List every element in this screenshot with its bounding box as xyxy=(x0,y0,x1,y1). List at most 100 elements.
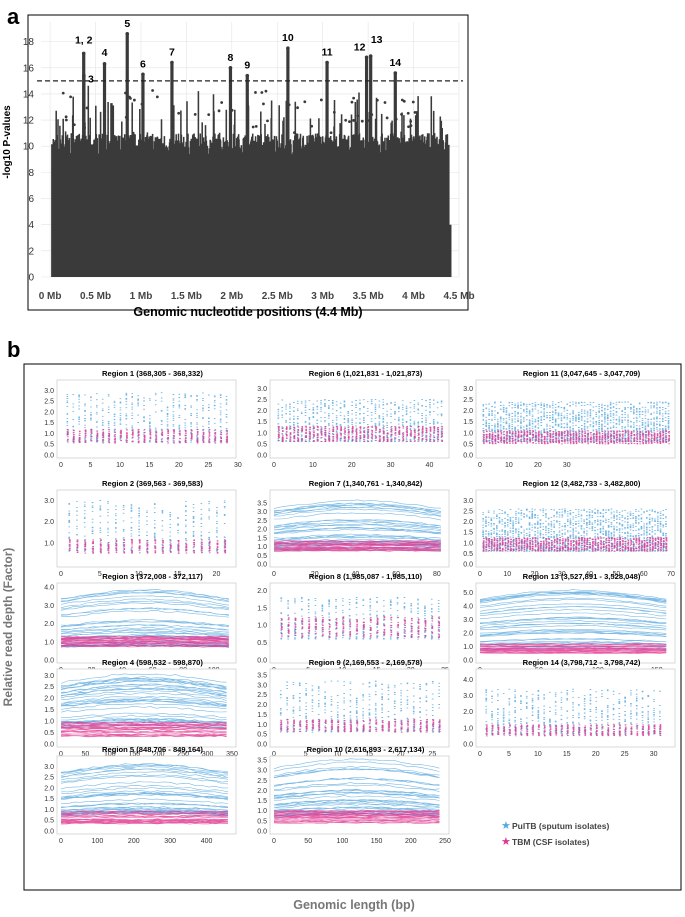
region-y-tick-label: 1.5 xyxy=(44,707,54,714)
region-y-tick-label: 1.0 xyxy=(463,540,473,547)
region-y-tick-label: 1.5 xyxy=(257,712,267,719)
region-plot: Region 3 (372,008 - 372,117) 0.0 1.0 2.0 3.0… xyxy=(44,572,237,674)
manhattan-points xyxy=(51,31,452,278)
read-depth-x-label: Genomic length (bp) xyxy=(293,898,415,912)
region-y-tick-label: 0.5 xyxy=(463,551,473,558)
outlier-point xyxy=(352,119,355,122)
region-y-tick-label: 3.0 xyxy=(463,693,473,700)
manhattan-y-label: -log10 P-values xyxy=(2,105,13,179)
peak-label: 12 xyxy=(354,41,366,53)
region-x-tick-label: 5 xyxy=(507,751,511,758)
region-y-tick-label: 0.0 xyxy=(44,829,54,836)
outlier-point xyxy=(85,106,89,110)
region-title: Region 11 (3,047,645 - 3,047,709) xyxy=(523,369,641,378)
tbm-read-depth xyxy=(273,540,441,552)
region-y-tick-label: 5.0 xyxy=(463,590,473,597)
region-y-tick-label: 1.0 xyxy=(44,540,54,547)
region-title: Region 1 (368,305 - 368,332) xyxy=(102,369,203,378)
outlier-point xyxy=(310,124,314,128)
region-y-tick-label: 2.0 xyxy=(463,709,473,716)
peak-column xyxy=(125,33,129,278)
peak-label: 8 xyxy=(228,52,234,64)
region-y-tick-label: 3.5 xyxy=(257,500,267,507)
region-x-tick-label: 5 xyxy=(89,462,93,469)
peak-column xyxy=(141,74,145,277)
region-x-tick-label: 0 xyxy=(59,571,63,578)
region-y-tick-label: 1.0 xyxy=(257,808,267,815)
region-x-tick-label: 15 xyxy=(563,751,571,758)
outlier-point xyxy=(193,112,197,116)
region-x-tick-label: 0 xyxy=(478,751,482,758)
region-frame xyxy=(475,489,676,568)
region-frame xyxy=(475,668,676,748)
region-x-tick-label: 100 xyxy=(92,838,104,845)
region-y-tick-label: 2.0 xyxy=(257,588,267,595)
region-y-tick-label: 0.0 xyxy=(44,658,54,665)
manhattan-axes: 0 2 4 6 8 10 12 14 16 18 0 Mb 0.5 Mb 1 Mb 1.5 Mb 2 Mb 2… xyxy=(23,37,475,302)
outlier-point xyxy=(356,114,360,118)
region-x-tick-label: 15 xyxy=(174,571,182,578)
peak-point xyxy=(102,62,107,66)
outlier-point xyxy=(132,98,136,102)
region-x-tick-label: 25 xyxy=(621,751,629,758)
peak-label: 9 xyxy=(244,60,250,72)
region-y-tick-label: 2.0 xyxy=(463,519,473,526)
region-plot: Region 6 (1,021,831 - 1,021,873) 0.0 0.5 1.… xyxy=(257,369,450,469)
region-y-tick-label: 1.0 xyxy=(463,430,473,437)
region-title: Region 6 (1,021,831 - 1,021,873) xyxy=(309,369,423,378)
outlier-point xyxy=(413,110,417,114)
region-x-tick-label: 10 xyxy=(505,462,513,469)
read-depth-panels: Region 1 (368,305 - 368,332) 0.0 0.5 1.0 1.5… xyxy=(1,363,682,912)
region-x-tick-label: 30 xyxy=(650,751,658,758)
region-y-tick-label: 0.5 xyxy=(257,553,267,560)
outlier-point xyxy=(217,109,221,113)
region-x-tick-label: 10 xyxy=(309,462,317,469)
region-x-tick-label: 0 xyxy=(272,751,276,758)
peak-label: 3 xyxy=(88,74,94,86)
region-y-tick-label: 0.5 xyxy=(463,441,473,448)
peak-point xyxy=(325,60,329,65)
region-y-tick-label: 0.5 xyxy=(44,442,54,449)
y-tick-label: 10 xyxy=(23,142,35,153)
region-y-tick-label: 2.5 xyxy=(463,397,473,404)
peak-column xyxy=(286,48,290,278)
peak-label: 11 xyxy=(322,47,333,59)
region-frame xyxy=(269,668,450,748)
tbm-read-depth xyxy=(479,643,667,654)
tbm-read-depth xyxy=(60,635,229,648)
tbm-read-depth xyxy=(67,428,229,444)
outlier-point xyxy=(383,101,387,104)
y-tick-label: 12 xyxy=(23,116,35,127)
read-depth-y-label: Relative read depth (Factor) xyxy=(1,548,15,707)
tbm-read-depth xyxy=(68,539,227,554)
region-y-tick-label: 1.5 xyxy=(44,796,54,803)
region-plot: Region 1 (368,305 - 368,332) 0.0 0.5 1.0 1.5… xyxy=(44,369,242,469)
tbm-read-depth xyxy=(60,721,227,738)
region-y-tick-label: 0.0 xyxy=(44,453,54,460)
x-tick-label: 2.5 Mb xyxy=(262,291,293,302)
y-tick-label: 6 xyxy=(28,194,34,205)
region-frame xyxy=(269,489,450,568)
outlier-point xyxy=(348,120,351,124)
peak-label: 7 xyxy=(169,47,175,59)
region-y-tick-label: 0.5 xyxy=(44,818,54,825)
region-x-tick-label: 50 xyxy=(304,838,312,845)
region-x-tick-label: 400 xyxy=(201,838,213,845)
tbm-read-depth xyxy=(483,430,671,445)
outlier-point xyxy=(207,113,211,116)
region-x-tick-label: 15 xyxy=(146,462,154,469)
region-x-tick-label: 150 xyxy=(128,751,140,758)
region-y-tick-label: 3.0 xyxy=(44,388,54,395)
peak-column xyxy=(393,73,397,277)
region-y-tick-label: 1.0 xyxy=(257,430,267,437)
tbm-read-depth xyxy=(278,425,444,443)
region-plot: Region 7 (1,340,761 - 1,340,842) 0.0 0.5 1.… xyxy=(257,479,450,578)
region-y-tick-label: 0.5 xyxy=(257,732,267,739)
peak-column xyxy=(82,75,86,277)
region-x-tick-label: 200 xyxy=(153,751,165,758)
region-x-tick-label: 60 xyxy=(392,571,400,578)
outlier-point xyxy=(409,124,413,128)
region-y-tick-label: 0.5 xyxy=(44,730,54,737)
region-y-tick-label: 0.0 xyxy=(44,742,54,749)
